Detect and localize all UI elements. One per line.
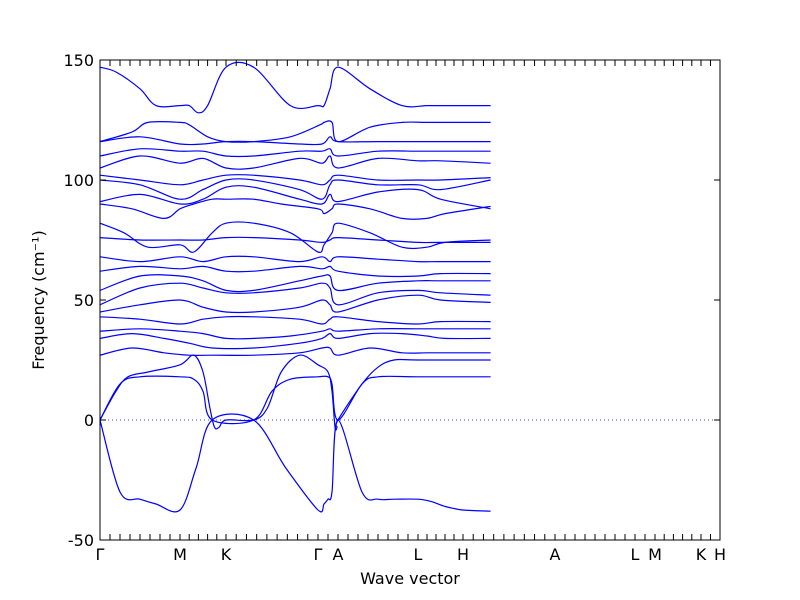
y-tick-label: 0 [84, 411, 94, 430]
band-line-13 [100, 236, 491, 244]
band-line-9 [100, 282, 491, 306]
y-axis-title: Frequency (cm⁻¹) [29, 230, 48, 369]
band-line-2 [100, 375, 491, 425]
band-line-12 [100, 255, 491, 263]
y-axis: -50 0 50 100 150 [63, 51, 720, 550]
x-tick-label: M [648, 545, 662, 564]
band-line-10 [100, 274, 491, 293]
plot-frame [99, 59, 721, 541]
x-tick-label: L [414, 545, 423, 564]
x-tick-label: A [333, 545, 344, 564]
band-line-22 [100, 120, 491, 143]
band-line-19 [100, 155, 491, 170]
minor-ticks [99, 60, 721, 540]
band-line-20 [100, 148, 491, 158]
band-line-23 [100, 61, 491, 114]
x-tick-label: A [550, 545, 561, 564]
band-line-5 [100, 332, 491, 350]
band-line-3 [100, 354, 491, 431]
x-tick-label: M [173, 545, 187, 564]
x-tick-label: Γ [314, 545, 323, 564]
band-line-15 [100, 198, 491, 220]
x-tick-label: K [221, 545, 232, 564]
band-line-1 [100, 413, 491, 513]
band-line-21 [100, 136, 491, 146]
band-line-14 [100, 221, 491, 253]
band-line-11 [100, 265, 491, 278]
x-tick-label: H [457, 545, 469, 564]
x-tick-label: H [714, 545, 726, 564]
band-line-18 [100, 174, 491, 186]
band-line-4 [100, 346, 491, 356]
x-axis-title: Wave vector [360, 569, 460, 588]
band-lines [100, 61, 491, 513]
band-line-8 [100, 294, 491, 314]
x-tick-label: K [696, 545, 707, 564]
x-tick-label: Γ [96, 545, 105, 564]
y-tick-label: 50 [74, 291, 94, 310]
band-line-16 [100, 185, 491, 210]
band-line-17 [100, 178, 491, 200]
x-tick-label: L [631, 545, 640, 564]
band-line-6 [100, 328, 491, 340]
band-line-7 [100, 315, 491, 325]
y-tick-label: -50 [68, 531, 94, 550]
y-tick-label: 150 [63, 51, 94, 70]
y-tick-label: 100 [63, 171, 94, 190]
